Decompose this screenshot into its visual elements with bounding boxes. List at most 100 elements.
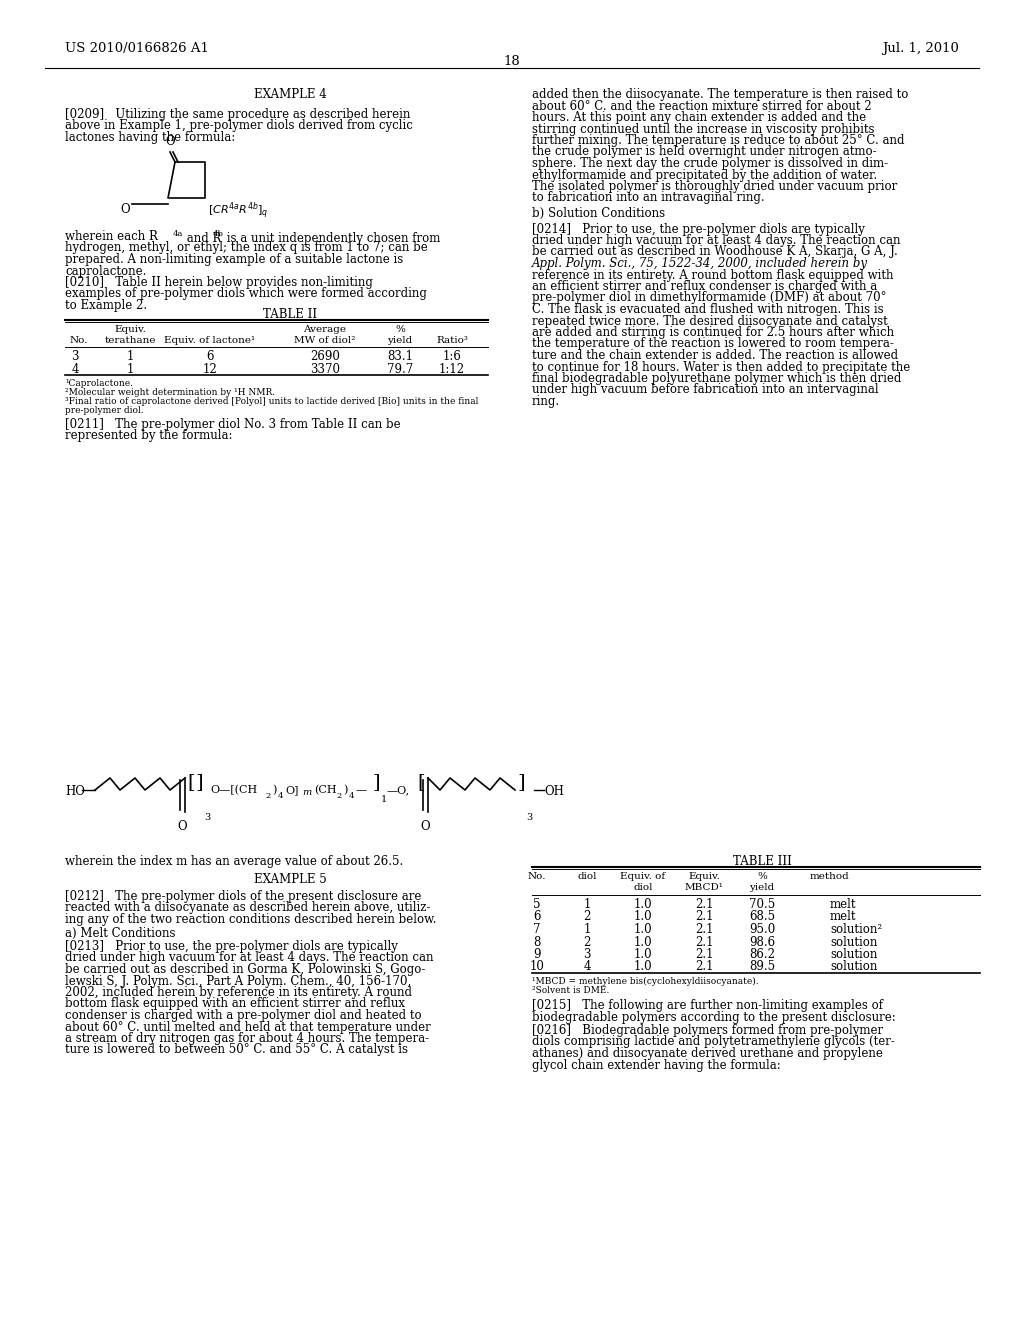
Text: solution: solution xyxy=(830,936,878,949)
Text: ¹MBCD = methylene bis(cyclohexyldiisocyanate).: ¹MBCD = methylene bis(cyclohexyldiisocya… xyxy=(532,977,759,986)
Text: biodegradable polymers according to the present disclosure:: biodegradable polymers according to the … xyxy=(532,1011,896,1023)
Text: 12: 12 xyxy=(203,363,217,376)
Text: 1.0: 1.0 xyxy=(634,961,652,974)
Text: be carried out as described in Woodhouse K A, Skarja, G A, J.: be carried out as described in Woodhouse… xyxy=(532,246,898,259)
Text: 8: 8 xyxy=(534,936,541,949)
Text: 3: 3 xyxy=(72,350,79,363)
Text: final biodegradable polyurethane polymer which is then dried: final biodegradable polyurethane polymer… xyxy=(532,372,901,385)
Text: 70.5: 70.5 xyxy=(749,898,775,911)
Text: [0211]   The pre-polymer diol No. 3 from Table II can be: [0211] The pre-polymer diol No. 3 from T… xyxy=(65,417,400,430)
Text: [0216]   Biodegradable polymers formed from pre-polymer: [0216] Biodegradable polymers formed fro… xyxy=(532,1024,883,1038)
Text: [: [ xyxy=(417,774,425,791)
Text: the temperature of the reaction is lowered to room tempera-: the temperature of the reaction is lower… xyxy=(532,338,894,351)
Text: lewski S, J. Polym. Sci., Part A Polym. Chem., 40, 156-170,: lewski S, J. Polym. Sci., Part A Polym. … xyxy=(65,974,412,987)
Text: athanes) and diisocyanate derived urethane and propylene: athanes) and diisocyanate derived uretha… xyxy=(532,1047,883,1060)
Text: 6: 6 xyxy=(206,350,214,363)
Text: 4: 4 xyxy=(349,792,354,800)
Text: Equiv.: Equiv. xyxy=(688,873,720,880)
Text: about 60° C. until melted and held at that temperature under: about 60° C. until melted and held at th… xyxy=(65,1020,431,1034)
Text: a) Melt Conditions: a) Melt Conditions xyxy=(65,927,175,940)
Text: %: % xyxy=(395,325,404,334)
Text: 3: 3 xyxy=(526,813,532,822)
Text: 98.6: 98.6 xyxy=(749,936,775,949)
Text: 2: 2 xyxy=(336,792,341,800)
Text: 1: 1 xyxy=(126,363,134,376)
Text: No.: No. xyxy=(527,873,546,880)
Text: further mixing. The temperature is reduce to about 25° C. and: further mixing. The temperature is reduc… xyxy=(532,135,904,147)
Text: 1: 1 xyxy=(381,795,387,804)
Text: pre-polymer diol in dimethylformamide (DMF) at about 70°: pre-polymer diol in dimethylformamide (D… xyxy=(532,292,887,305)
Text: TABLE III: TABLE III xyxy=(732,855,792,869)
Text: dried under high vacuum for at least 4 days. The reaction can: dried under high vacuum for at least 4 d… xyxy=(532,234,900,247)
Text: to fabrication into an intravaginal ring.: to fabrication into an intravaginal ring… xyxy=(532,191,765,205)
Text: about 60° C. and the reaction mixture stirred for about 2: about 60° C. and the reaction mixture st… xyxy=(532,99,871,112)
Text: [0212]   The pre-polymer diols of the present disclosure are: [0212] The pre-polymer diols of the pres… xyxy=(65,890,421,903)
Text: O: O xyxy=(120,203,130,216)
Text: melt: melt xyxy=(830,911,856,924)
Text: 4: 4 xyxy=(72,363,79,376)
Text: 2.1: 2.1 xyxy=(694,948,714,961)
Text: terathane: terathane xyxy=(104,335,156,345)
Text: 4b: 4b xyxy=(213,230,224,238)
Text: represented by the formula:: represented by the formula: xyxy=(65,429,232,442)
Text: the crude polymer is held overnight under nitrogen atmo-: the crude polymer is held overnight unde… xyxy=(532,145,877,158)
Text: 9: 9 xyxy=(534,948,541,961)
Text: ture and the chain extender is added. The reaction is allowed: ture and the chain extender is added. Th… xyxy=(532,348,898,362)
Text: ): ) xyxy=(272,785,276,796)
Text: method: method xyxy=(810,873,850,880)
Text: dried under high vacuum for at least 4 days. The reaction can: dried under high vacuum for at least 4 d… xyxy=(65,952,433,965)
Text: added then the diisocyanate. The temperature is then raised to: added then the diisocyanate. The tempera… xyxy=(532,88,908,102)
Text: %: % xyxy=(757,873,767,880)
Text: yield: yield xyxy=(750,883,774,891)
Text: diol: diol xyxy=(578,873,597,880)
Text: a stream of dry nitrogen gas for about 4 hours. The tempera-: a stream of dry nitrogen gas for about 4… xyxy=(65,1032,429,1045)
Text: ing any of the two reaction conditions described herein below.: ing any of the two reaction conditions d… xyxy=(65,913,436,927)
Text: to Example 2.: to Example 2. xyxy=(65,300,147,312)
Text: ²Molecular weight determination by ¹H NMR.: ²Molecular weight determination by ¹H NM… xyxy=(65,388,275,397)
Text: prepared. A non-limiting example of a suitable lactone is: prepared. A non-limiting example of a su… xyxy=(65,253,403,267)
Text: [0209]   Utilizing the same procedure as described herein: [0209] Utilizing the same procedure as d… xyxy=(65,108,411,121)
Text: 2: 2 xyxy=(265,792,270,800)
Text: 2: 2 xyxy=(584,936,591,949)
Text: O: O xyxy=(165,135,175,148)
Text: ³Final ratio of caprolactone derived [Polyol] units to lactide derived [Bio] uni: ³Final ratio of caprolactone derived [Po… xyxy=(65,397,478,407)
Text: The isolated polymer is thoroughly dried under vacuum prior: The isolated polymer is thoroughly dried… xyxy=(532,180,897,193)
Text: be carried out as described in Gorma K, Polowinski S, Gogo-: be carried out as described in Gorma K, … xyxy=(65,964,425,975)
Text: Average: Average xyxy=(303,325,346,334)
Text: No.: No. xyxy=(70,335,88,345)
Text: 3: 3 xyxy=(204,813,210,822)
Text: —: — xyxy=(356,785,368,795)
Text: ]: ] xyxy=(372,774,380,791)
Text: bottom flask equipped with an efficient stirrer and reflux: bottom flask equipped with an efficient … xyxy=(65,998,406,1011)
Text: [0213]   Prior to use, the pre-polymer diols are typically: [0213] Prior to use, the pre-polymer dio… xyxy=(65,940,398,953)
Text: O]: O] xyxy=(285,785,299,795)
Text: MBCD¹: MBCD¹ xyxy=(685,883,723,891)
Text: 1: 1 xyxy=(584,923,591,936)
Text: [0215]   The following are further non-limiting examples of: [0215] The following are further non-lim… xyxy=(532,999,883,1012)
Text: diols comprising lactide and polytetramethylene glycols (ter-: diols comprising lactide and polytetrame… xyxy=(532,1035,895,1048)
Text: glycol chain extender having the formula:: glycol chain extender having the formula… xyxy=(532,1059,780,1072)
Text: lactones having the formula:: lactones having the formula: xyxy=(65,131,236,144)
Text: 4: 4 xyxy=(278,792,284,800)
Text: examples of pre-polymer diols which were formed according: examples of pre-polymer diols which were… xyxy=(65,288,427,301)
Text: stirring continued until the increase in viscosity prohibits: stirring continued until the increase in… xyxy=(532,123,874,136)
Text: solution²: solution² xyxy=(830,923,882,936)
Text: yield: yield xyxy=(387,335,413,345)
Text: 18: 18 xyxy=(504,55,520,69)
Text: above in Example 1, pre-polymer diols derived from cyclic: above in Example 1, pre-polymer diols de… xyxy=(65,120,413,132)
Text: —O,: —O, xyxy=(387,785,411,795)
Text: Equiv.: Equiv. xyxy=(114,325,146,334)
Text: ture is lowered to between 50° C. and 55° C. A catalyst is: ture is lowered to between 50° C. and 55… xyxy=(65,1044,408,1056)
Text: 2.1: 2.1 xyxy=(694,961,714,974)
Text: 2690: 2690 xyxy=(310,350,340,363)
Text: is a unit independently chosen from: is a unit independently chosen from xyxy=(223,232,440,246)
Text: OH: OH xyxy=(544,785,564,799)
Text: condenser is charged with a pre-polymer diol and heated to: condenser is charged with a pre-polymer … xyxy=(65,1008,422,1022)
Text: ²Solvent is DME.: ²Solvent is DME. xyxy=(532,986,609,995)
Text: under high vacuum before fabrication into an intervaginal: under high vacuum before fabrication int… xyxy=(532,384,879,396)
Text: ]: ] xyxy=(195,774,203,791)
Text: 1.0: 1.0 xyxy=(634,923,652,936)
Text: caprolactone.: caprolactone. xyxy=(65,264,146,277)
Text: 7: 7 xyxy=(534,923,541,936)
Text: to continue for 18 hours. Water is then added to precipitate the: to continue for 18 hours. Water is then … xyxy=(532,360,910,374)
